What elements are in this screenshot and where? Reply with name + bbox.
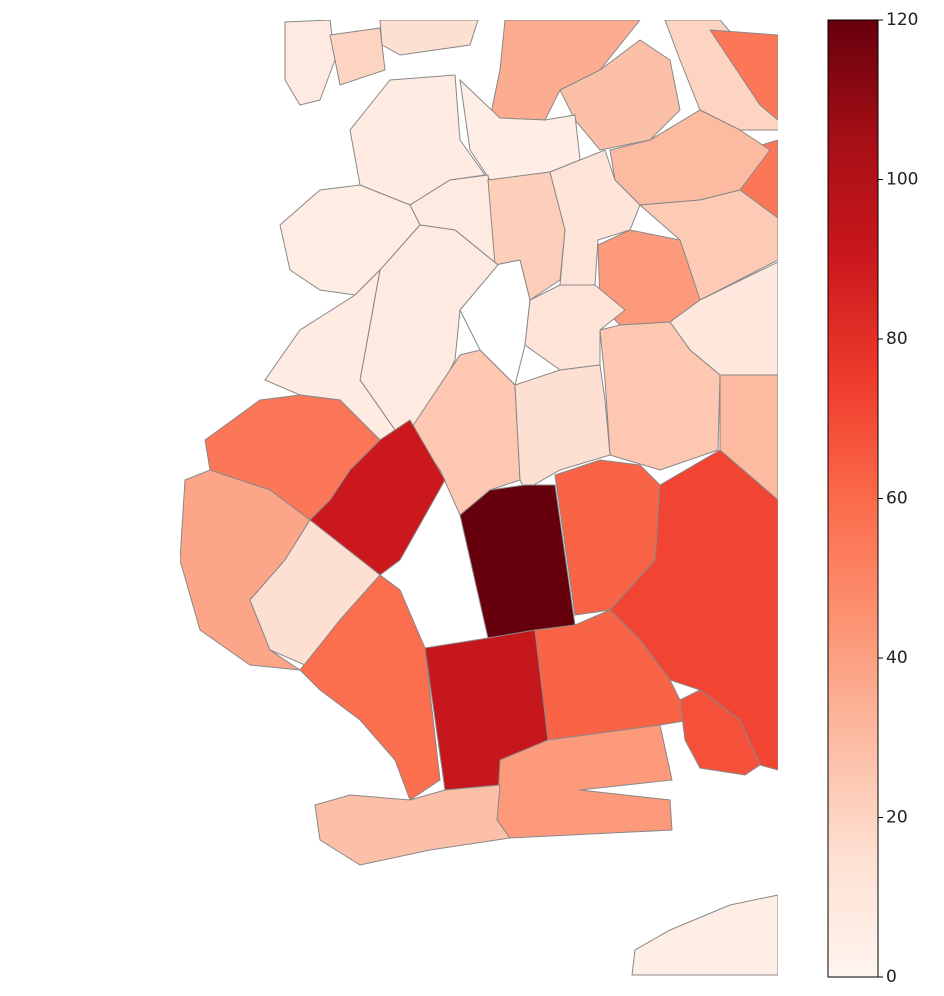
region (631, 894, 778, 976)
region (299, 574, 441, 801)
colorbar (827, 19, 879, 978)
region (709, 29, 778, 121)
region (379, 20, 479, 56)
region (489, 20, 641, 121)
colorbar-tick-label: 40 (886, 648, 908, 668)
colorbar-tick-label: 60 (886, 489, 908, 509)
colorbar-tick-label: 120 (886, 10, 918, 30)
colorbar-tick-label: 100 (886, 170, 918, 190)
map (180, 20, 778, 976)
colorbar-tick-label: 80 (886, 329, 908, 349)
colorbar-tick-label: 0 (886, 967, 897, 987)
region (679, 689, 761, 776)
region (329, 27, 386, 86)
region (559, 39, 681, 151)
region (459, 484, 576, 639)
colorbar-tick-label: 20 (886, 808, 908, 828)
region (599, 321, 721, 471)
region (314, 784, 511, 866)
region (284, 20, 336, 106)
region (309, 419, 446, 576)
region (514, 364, 611, 491)
